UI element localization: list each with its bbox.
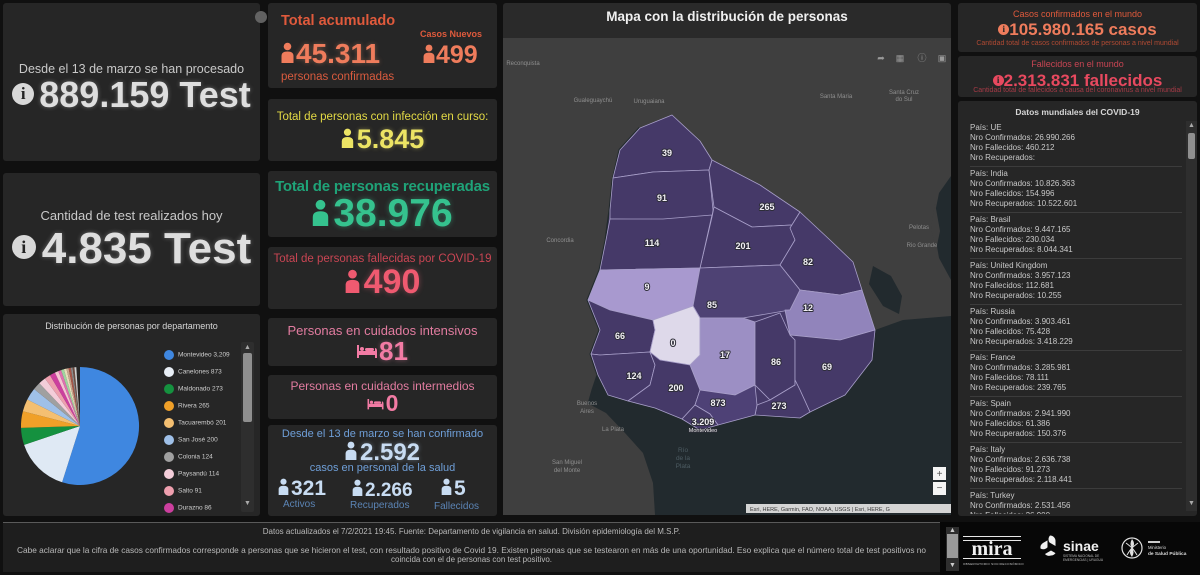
svg-text:39: 39 bbox=[662, 148, 672, 158]
svg-text:Montevideo: Montevideo bbox=[689, 428, 717, 434]
svg-text:ⓘ: ⓘ bbox=[917, 53, 926, 63]
svg-text:69: 69 bbox=[822, 362, 832, 372]
svg-text:Gualeguaychú: Gualeguaychú bbox=[574, 98, 613, 104]
svg-text:Plata: Plata bbox=[676, 463, 691, 470]
svg-text:3.209: 3.209 bbox=[692, 417, 715, 427]
svg-text:12: 12 bbox=[803, 303, 813, 313]
svg-text:San Miguel: San Miguel bbox=[552, 460, 582, 466]
svg-text:▣: ▣ bbox=[938, 53, 947, 63]
svg-text:200: 200 bbox=[668, 383, 683, 393]
svg-text:do Sul: do Sul bbox=[895, 97, 912, 103]
svg-text:de la: de la bbox=[676, 455, 690, 462]
svg-text:Santa Cruz: Santa Cruz bbox=[889, 90, 919, 96]
svg-text:Uruguaiana: Uruguaiana bbox=[633, 99, 665, 105]
svg-text:873: 873 bbox=[710, 398, 725, 408]
svg-text:Rio Grande: Rio Grande bbox=[907, 243, 938, 249]
svg-text:+: + bbox=[937, 469, 943, 480]
svg-text:Ministerio: Ministerio bbox=[1148, 545, 1167, 550]
svg-text:Esri, HERE, Garmin, FAO, NOAA,: Esri, HERE, Garmin, FAO, NOAA, USGS | Es… bbox=[750, 507, 890, 513]
svg-text:de Salud Pública: de Salud Pública bbox=[1148, 551, 1187, 557]
svg-text:114: 114 bbox=[645, 238, 660, 248]
svg-text:▦: ▦ bbox=[896, 53, 905, 63]
svg-text:Reconquista: Reconquista bbox=[506, 61, 540, 67]
svg-text:265: 265 bbox=[759, 202, 774, 212]
svg-text:85: 85 bbox=[707, 300, 717, 310]
svg-text:91: 91 bbox=[657, 193, 667, 203]
svg-text:➦: ➦ bbox=[877, 53, 885, 63]
svg-text:EMERGENCIAS | URUGUAY: EMERGENCIAS | URUGUAY bbox=[1063, 558, 1103, 562]
svg-text:17: 17 bbox=[720, 350, 730, 360]
svg-text:sinae: sinae bbox=[1063, 538, 1099, 554]
svg-text:Pelotas: Pelotas bbox=[909, 225, 929, 231]
svg-text:66: 66 bbox=[615, 331, 625, 341]
svg-text:del Monte: del Monte bbox=[554, 468, 581, 474]
svg-text:Santa Maria: Santa Maria bbox=[820, 94, 853, 100]
svg-text:Concordia: Concordia bbox=[546, 238, 574, 244]
svg-text:273: 273 bbox=[771, 401, 786, 411]
svg-text:SISTEMA NACIONAL DE: SISTEMA NACIONAL DE bbox=[1063, 554, 1099, 558]
svg-text:Río: Río bbox=[678, 447, 689, 454]
svg-text:124: 124 bbox=[626, 371, 641, 381]
svg-text:Buenos: Buenos bbox=[577, 401, 597, 407]
svg-text:82: 82 bbox=[803, 257, 813, 267]
svg-text:0: 0 bbox=[670, 338, 675, 348]
svg-text:Aires: Aires bbox=[580, 409, 594, 415]
svg-text:La Plata: La Plata bbox=[602, 427, 625, 433]
svg-text:86: 86 bbox=[771, 357, 781, 367]
svg-text:−: − bbox=[937, 483, 943, 494]
svg-text:9: 9 bbox=[644, 282, 649, 292]
svg-text:201: 201 bbox=[735, 241, 750, 251]
